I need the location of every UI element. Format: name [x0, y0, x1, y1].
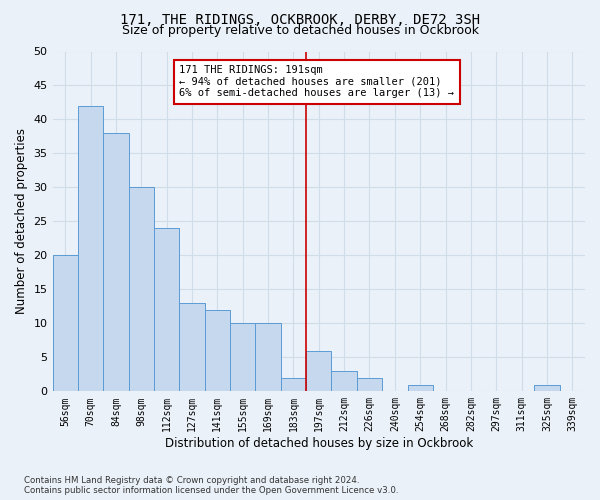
Bar	[128, 188, 154, 392]
Text: 171 THE RIDINGS: 191sqm
← 94% of detached houses are smaller (201)
6% of semi-de: 171 THE RIDINGS: 191sqm ← 94% of detache…	[179, 65, 454, 98]
Bar	[256, 324, 281, 392]
Text: Size of property relative to detached houses in Ockbrook: Size of property relative to detached ho…	[121, 24, 479, 37]
Bar	[306, 350, 331, 392]
Bar	[154, 228, 179, 392]
Bar	[103, 133, 128, 392]
Bar	[357, 378, 382, 392]
Bar	[230, 324, 256, 392]
Text: 171, THE RIDINGS, OCKBROOK, DERBY, DE72 3SH: 171, THE RIDINGS, OCKBROOK, DERBY, DE72 …	[120, 12, 480, 26]
Bar	[534, 384, 560, 392]
Text: Contains HM Land Registry data © Crown copyright and database right 2024.
Contai: Contains HM Land Registry data © Crown c…	[24, 476, 398, 495]
Bar	[205, 310, 230, 392]
Bar	[78, 106, 103, 392]
Y-axis label: Number of detached properties: Number of detached properties	[15, 128, 28, 314]
Bar	[407, 384, 433, 392]
Bar	[331, 371, 357, 392]
Bar	[281, 378, 306, 392]
Bar	[179, 303, 205, 392]
X-axis label: Distribution of detached houses by size in Ockbrook: Distribution of detached houses by size …	[164, 437, 473, 450]
Bar	[53, 256, 78, 392]
